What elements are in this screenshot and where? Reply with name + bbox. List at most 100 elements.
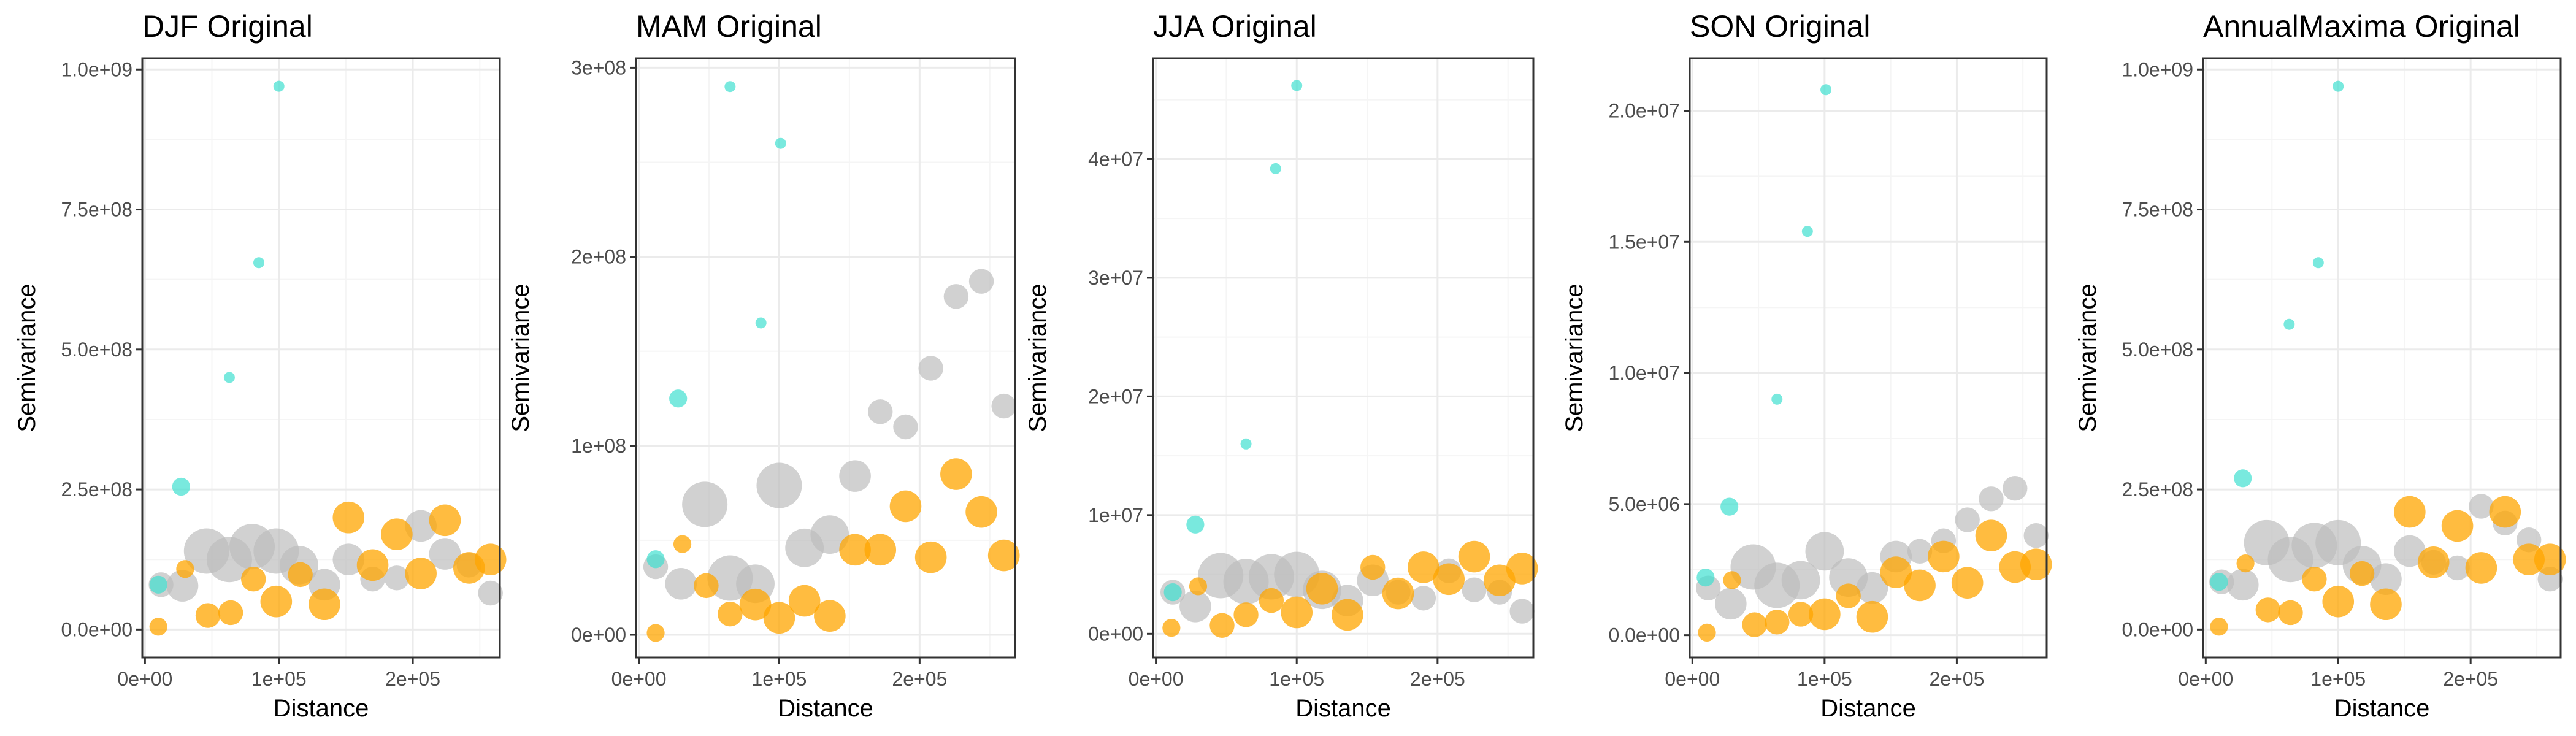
point-orange: [2302, 566, 2327, 592]
point-orange: [2465, 552, 2497, 584]
point-orange: [987, 539, 1020, 572]
y-tick-label: 1.5e+07: [1608, 231, 1680, 253]
point-orange: [429, 504, 461, 537]
x-tick-label: 0e+00: [117, 668, 172, 690]
x-tick-label: 0e+00: [1129, 668, 1184, 690]
chart-title: MAM Original: [636, 9, 822, 44]
point-orange: [1281, 596, 1313, 629]
y-tick-label: 2e+08: [571, 246, 626, 268]
point-orange: [332, 501, 365, 534]
x-tick-label: 0e+00: [2178, 668, 2233, 690]
point-cyan: [273, 80, 285, 92]
point-gray: [332, 543, 365, 576]
x-axis-label: Distance: [1820, 695, 1916, 722]
point-gray: [839, 460, 871, 492]
point-cyan: [669, 389, 688, 408]
point-gray: [1462, 577, 1487, 602]
y-tick-label: 5.0e+08: [61, 339, 132, 361]
plot-background: [636, 58, 1015, 657]
point-orange: [1836, 583, 1861, 608]
panel-border: [635, 57, 1016, 659]
point-gray: [893, 414, 918, 440]
point-orange: [195, 603, 221, 628]
point-orange: [2210, 618, 2228, 636]
panel-border: [1152, 57, 1535, 659]
point-gray: [1856, 572, 1888, 604]
point-cyan: [2283, 318, 2295, 330]
y-axis-label: Semivariance: [2074, 283, 2101, 432]
chart-title: JJA Original: [1153, 9, 1317, 44]
point-orange: [2349, 561, 2375, 586]
point-orange: [1189, 577, 1208, 596]
point-gray: [2003, 476, 2028, 501]
y-axis-label: Semivariance: [1024, 283, 1051, 432]
point-orange: [2278, 600, 2303, 626]
panel-border: [141, 57, 501, 659]
y-tick-label: 1e+07: [1088, 504, 1143, 526]
point-orange: [814, 600, 846, 632]
point-orange: [1698, 623, 1716, 642]
point-cyan: [172, 477, 190, 496]
y-tick-label: 2.0e+07: [1608, 100, 1680, 122]
point-orange: [1975, 519, 2007, 551]
y-tick-label: 0.0e+00: [2122, 618, 2193, 640]
y-tick-label: 2.5e+08: [2122, 478, 2193, 500]
panel-4: 0e+00 1e+05 2e+05 0.0e+00 2.5e+08 5.0e+08 7.5e…: [2074, 9, 2566, 722]
point-gray: [991, 393, 1016, 419]
point-gray: [665, 568, 697, 600]
point-gray: [166, 570, 199, 602]
y-tick-label: 5.0e+08: [2122, 339, 2193, 361]
point-gray: [1715, 588, 1747, 620]
panel-border: [1689, 57, 2048, 659]
points: [2209, 80, 2566, 636]
point-gray: [2226, 569, 2259, 601]
point-orange: [288, 562, 313, 588]
point-orange: [1928, 540, 1960, 573]
point-orange: [2370, 588, 2402, 621]
x-axis-label: Distance: [274, 695, 369, 722]
point-orange: [1306, 572, 1338, 605]
y-axis-label: Semivariance: [13, 283, 40, 432]
y-tick-label: 1.0e+09: [61, 58, 132, 80]
point-gray: [1411, 586, 1436, 611]
point-orange: [839, 534, 871, 566]
point-cyan: [1163, 583, 1182, 602]
point-orange: [763, 602, 795, 634]
point-gray: [1979, 486, 2004, 512]
point-orange: [1162, 619, 1181, 637]
point-orange: [1856, 600, 1888, 633]
point-gray: [2394, 535, 2426, 567]
y-tick-label: 1.0e+09: [2122, 58, 2193, 80]
chart-title: AnnualMaxima Original: [2203, 9, 2520, 44]
point-orange: [405, 558, 437, 589]
point-gray: [2370, 563, 2402, 595]
point-orange: [2441, 510, 2474, 542]
y-tick-label: 7.5e+08: [2122, 199, 2193, 221]
x-tick-label: 1e+05: [1269, 668, 1324, 690]
point-orange: [1332, 599, 1363, 631]
point-orange: [1408, 551, 1439, 583]
point-cyan: [646, 550, 665, 569]
point-orange: [241, 566, 266, 592]
point-orange: [1723, 571, 1741, 589]
panel-border: [2202, 57, 2562, 659]
point-gray: [756, 462, 802, 508]
y-tick-label: 3e+08: [571, 56, 626, 79]
x-axis-label: Distance: [2334, 695, 2430, 722]
points: [148, 80, 507, 636]
point-gray: [429, 538, 461, 570]
point-gray: [868, 399, 893, 424]
point-cyan: [1240, 438, 1252, 450]
point-cyan: [1270, 163, 1281, 174]
point-gray: [682, 481, 728, 527]
y-tick-label: 7.5e+08: [61, 199, 132, 221]
point-orange: [673, 535, 692, 553]
y-tick-label: 0.0e+00: [1608, 624, 1680, 646]
point-orange: [1951, 567, 1984, 599]
point-orange: [718, 601, 743, 627]
panel-0: 0e+00 1e+05 2e+05 0.0e+00 2.5e+08 5.0e+08 7.5e…: [13, 9, 507, 722]
panels: 0e+00 1e+05 2e+05 0.0e+00 2.5e+08 5.0e+08 7.5e…: [13, 9, 2566, 722]
x-tick-label: 1e+05: [251, 668, 307, 690]
point-orange: [218, 600, 243, 626]
